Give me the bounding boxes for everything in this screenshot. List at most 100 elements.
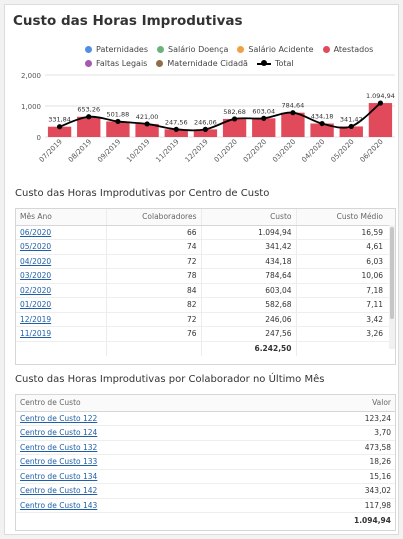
table-row[interactable]: Centro de Custo 124 3,70 xyxy=(16,425,395,441)
custo-cell: 582,68 xyxy=(200,297,296,313)
custo-cell: 434,18 xyxy=(200,254,296,269)
total-point xyxy=(56,124,63,130)
colaboradores-cell: 82 xyxy=(105,297,201,313)
table-row[interactable]: Centro de Custo 133 18,26 xyxy=(16,454,395,470)
centro-custo-link[interactable]: Centro de Custo 124 xyxy=(20,428,98,438)
data-label: 331,84 xyxy=(48,116,71,124)
legend-item-salario-doenca[interactable]: Salário Doença xyxy=(157,45,228,54)
custo-medio-cell: 7,11 xyxy=(295,297,395,313)
centro-custo-link[interactable]: Centro de Custo 122 xyxy=(20,413,98,423)
table-row[interactable]: 01/2020 82 582,68 7,11 xyxy=(16,297,395,313)
valor-cell: 473,58 xyxy=(264,440,395,455)
x-tick-label: 08/2019 xyxy=(67,138,93,164)
cost-chart: 0 1,000 2,000 331,84 653,26 501,88 421,00 247,5… xyxy=(21,72,395,164)
legend-dot-icon xyxy=(237,45,245,53)
table-row[interactable]: 04/2020 72 434,18 6,03 xyxy=(16,254,395,269)
valor-cell: 123,24 xyxy=(264,411,395,426)
table-row[interactable]: Centro de Custo 122 123,24 xyxy=(16,411,395,426)
bar xyxy=(47,126,72,137)
colaboradores-cell: 74 xyxy=(105,239,201,255)
col-header-colaboradores[interactable]: Colaboradores xyxy=(105,209,201,226)
custo-cell: 247,56 xyxy=(200,326,296,342)
legend-dot-icon xyxy=(322,45,330,53)
table1-scrollbar[interactable] xyxy=(389,225,395,349)
mes-ano-link[interactable]: 05/2020 xyxy=(20,242,52,252)
centro-custo-link[interactable]: Centro de Custo 133 xyxy=(20,457,98,467)
legend-item-paternidades[interactable]: Paternidades xyxy=(85,45,148,54)
total-point xyxy=(173,126,179,132)
bar xyxy=(135,123,159,137)
table-row[interactable]: 05/2020 74 341,42 4,61 xyxy=(16,239,395,255)
total-point xyxy=(231,116,238,122)
legend-item-atestados[interactable]: Atestados xyxy=(322,45,373,54)
mes-ano-link[interactable]: 11/2019 xyxy=(20,329,52,339)
data-label: 603,04 xyxy=(252,107,275,115)
valor-cell: 18,26 xyxy=(264,454,395,470)
x-tick-label: 07/2019 xyxy=(38,138,64,164)
custo-cell: 341,42 xyxy=(200,239,296,255)
table-row[interactable]: 12/2019 72 246,06 3,42 xyxy=(16,312,395,327)
custo-medio-cell: 16,59 xyxy=(295,225,395,240)
custo-medio-cell: 7,18 xyxy=(295,283,395,298)
data-label: 421,00 xyxy=(136,113,159,121)
table-row[interactable]: Centro de Custo 132 473,58 xyxy=(16,440,395,455)
table-row[interactable]: Centro de Custo 134 15,16 xyxy=(16,469,395,484)
total-point xyxy=(290,110,296,116)
total-point xyxy=(115,118,121,125)
legend-item-faltas-legais[interactable]: Faltas Legais xyxy=(85,59,147,68)
centro-custo-link[interactable]: Centro de Custo 142 xyxy=(20,486,98,496)
mes-ano-link[interactable]: 12/2019 xyxy=(20,314,52,324)
col-header-custo-medio[interactable]: Custo Médio xyxy=(295,209,395,226)
total-point xyxy=(202,126,209,132)
table-row[interactable]: Centro de Custo 143 117,98 xyxy=(16,498,395,513)
total-line-icon xyxy=(256,59,271,67)
colaboradores-cell: 84 xyxy=(105,283,201,298)
bar xyxy=(252,118,276,137)
table-centro-custo: Mês Ano Colaboradores Custo Custo Médio … xyxy=(15,208,396,365)
total-point xyxy=(377,100,384,106)
page-title: Custo das Horas Improdutivas xyxy=(13,13,243,29)
table-total-row: 6.242,50 xyxy=(16,340,395,356)
table-row[interactable]: 11/2019 76 247,56 3,26 xyxy=(16,326,395,342)
table-row[interactable]: 02/2020 84 603,04 7,18 xyxy=(16,283,395,298)
col-header-valor[interactable]: Valor xyxy=(264,395,395,412)
x-tick-label: 05/2020 xyxy=(329,138,355,164)
col-header-centro-custo[interactable]: Centro de Custo xyxy=(16,395,265,412)
mes-ano-link[interactable]: 02/2020 xyxy=(20,285,52,295)
bar xyxy=(164,129,188,137)
legend-item-total[interactable]: Total xyxy=(256,59,294,68)
mes-ano-link[interactable]: 03/2020 xyxy=(20,271,52,281)
col-header-mes-ano[interactable]: Mês Ano xyxy=(16,209,106,226)
legend-dot-icon xyxy=(156,59,164,67)
table2-title: Custo das Horas Improdutivas por Colabor… xyxy=(15,374,325,385)
centro-custo-link[interactable]: Centro de Custo 143 xyxy=(20,500,98,510)
mes-ano-link[interactable]: 04/2020 xyxy=(20,256,52,266)
x-tick-label: 09/2019 xyxy=(96,138,122,164)
bar xyxy=(222,118,247,137)
legend-item-salario-acidente[interactable]: Salário Acidente xyxy=(237,45,314,54)
total-point xyxy=(86,114,92,120)
table-colaborador: Centro de Custo Valor Centro de Custo 12… xyxy=(15,394,396,531)
col-header-custo[interactable]: Custo xyxy=(200,209,296,226)
table-row[interactable]: Centro de Custo 142 343,02 xyxy=(16,483,395,499)
valor-cell: 15,16 xyxy=(264,469,395,484)
data-label: 247,56 xyxy=(165,118,188,126)
centro-custo-link[interactable]: Centro de Custo 132 xyxy=(20,442,98,452)
mes-ano-link[interactable]: 01/2020 xyxy=(20,300,52,310)
colaboradores-cell: 72 xyxy=(105,312,201,327)
x-tick-label: 03/2020 xyxy=(271,138,297,164)
custo-cell: 1.094,94 xyxy=(200,225,296,240)
data-label: 653,26 xyxy=(77,106,100,114)
x-tick-label: 12/2019 xyxy=(184,138,210,164)
total-point xyxy=(261,115,267,121)
data-label: 784,64 xyxy=(282,102,305,110)
mes-ano-link[interactable]: 06/2020 xyxy=(20,227,52,237)
legend-item-maternidade-cidada[interactable]: Maternidade Cidadã xyxy=(156,59,248,68)
table1-scroll-thumb[interactable] xyxy=(390,227,394,319)
total-point xyxy=(144,121,150,127)
custo-medio-cell: 6,03 xyxy=(295,254,395,269)
table-row[interactable]: 06/2020 66 1.094,94 16,59 xyxy=(16,225,395,240)
centro-custo-link[interactable]: Centro de Custo 134 xyxy=(20,471,98,481)
table-row[interactable]: 03/2020 78 784,64 10,06 xyxy=(16,268,395,284)
x-tick-label: 06/2020 xyxy=(359,138,385,164)
